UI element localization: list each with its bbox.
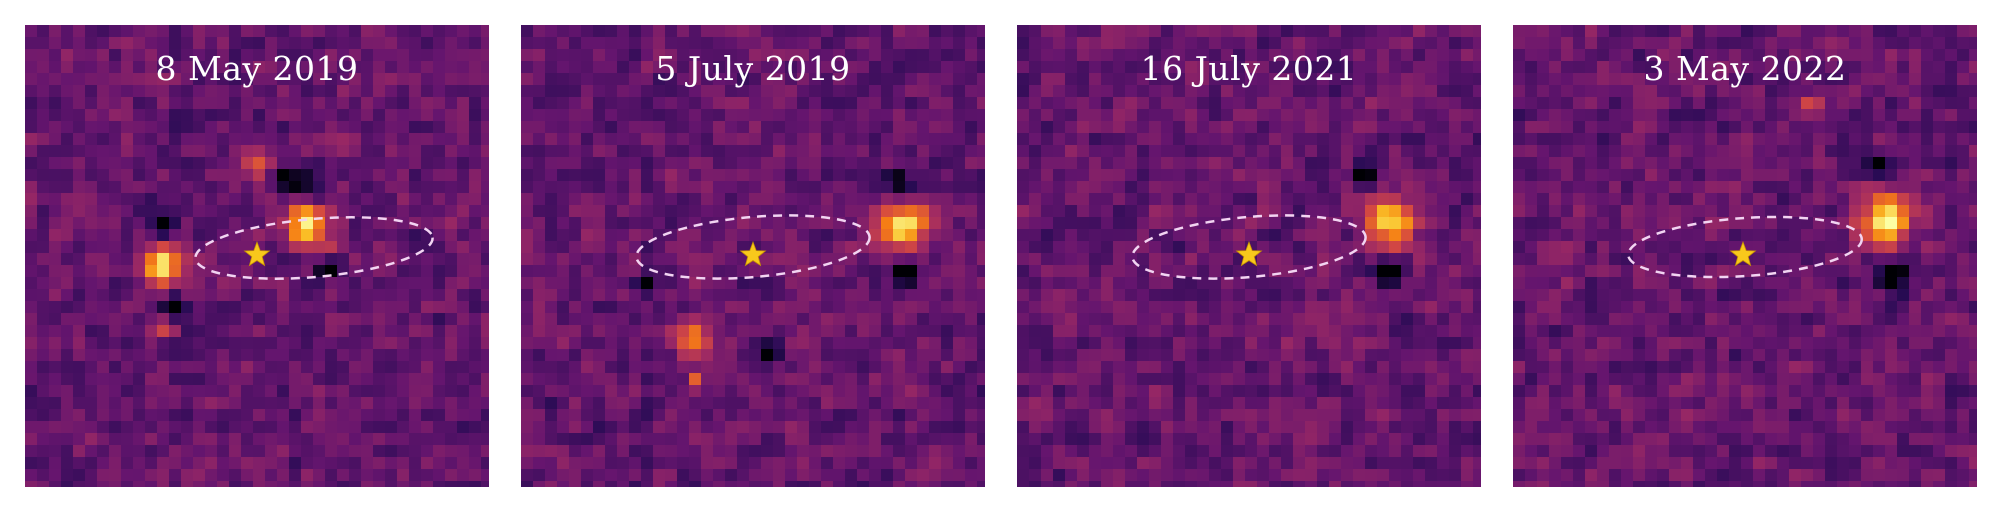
orbit-overlay	[194, 216, 434, 280]
orbit-ellipse	[1131, 214, 1367, 280]
panel-1: 8 May 2019	[25, 25, 489, 487]
panel-3: 16 July 2021	[1017, 25, 1481, 487]
panel-title: 5 July 2019	[655, 49, 851, 88]
orbit-overlay	[1131, 214, 1367, 280]
orbit-overlay	[635, 214, 871, 280]
panel-title: 16 July 2021	[1140, 49, 1358, 88]
star-icon	[1729, 240, 1757, 267]
panel-4: 3 May 2022	[1513, 25, 1977, 487]
star-icon	[739, 240, 767, 267]
panel-title: 8 May 2019	[155, 49, 359, 88]
star-icon	[243, 240, 271, 267]
orbit-ellipse	[1627, 215, 1863, 279]
orbit-ellipse	[635, 214, 871, 280]
orbit-overlay	[1627, 215, 1863, 279]
orbit-ellipse	[194, 216, 434, 280]
panel-2: 5 July 2019	[521, 25, 985, 487]
panel-title: 3 May 2022	[1643, 49, 1847, 88]
star-icon	[1235, 240, 1263, 267]
